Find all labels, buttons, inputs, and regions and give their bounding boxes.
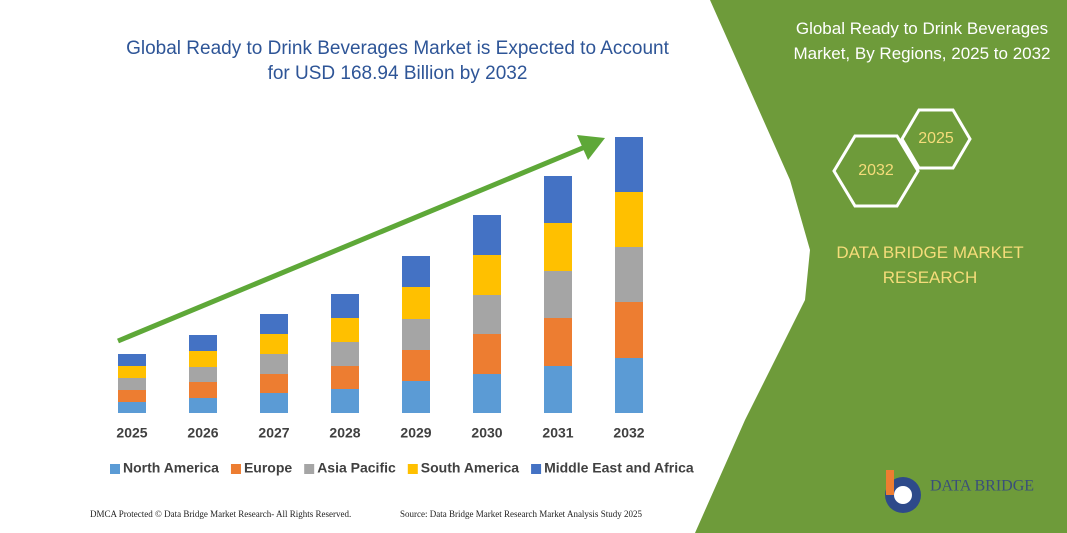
bar-segment (331, 342, 359, 366)
x-tick-label: 2029 (400, 425, 431, 441)
logo-mark (886, 470, 894, 495)
bar-segment (544, 318, 572, 366)
bar-segment (189, 367, 217, 382)
bar-segment (118, 366, 146, 378)
x-tick-label: 2028 (329, 425, 360, 441)
bar-segment (331, 318, 359, 342)
bar-segment (402, 256, 430, 287)
bar-segment (118, 354, 146, 366)
x-tick-label: 2030 (471, 425, 502, 441)
bar-segment (615, 358, 643, 413)
legend-label: Europe (244, 460, 292, 476)
bar-segment (473, 215, 501, 255)
bar-segment (189, 351, 217, 367)
bar-segment (260, 334, 288, 354)
side-panel (695, 0, 1067, 533)
legend-label: Asia Pacific (317, 460, 396, 476)
legend-swatch (304, 464, 315, 474)
bar-segment (615, 247, 643, 302)
arrow-head (577, 135, 605, 160)
bar-segment (544, 176, 572, 223)
bar-segment (473, 295, 501, 334)
bar-segment (473, 255, 501, 295)
legend-swatch (407, 464, 418, 474)
bar-segment (331, 389, 359, 413)
bar-segment (402, 350, 430, 381)
bar-segment (402, 381, 430, 413)
x-tick-label: 2026 (187, 425, 218, 441)
bar-segment (118, 378, 146, 390)
bar-segment (260, 314, 288, 334)
legend-swatch (230, 464, 241, 474)
bar-segment (544, 271, 572, 318)
panel-title: Global Ready to Drink Beverages Market, … (793, 19, 1051, 63)
bar-segment (615, 192, 643, 247)
brand: DATA BRIDGE MARKET RESEARCH (836, 243, 1024, 287)
bar-segment (260, 374, 288, 393)
bar-segment (473, 334, 501, 374)
bar-segment (331, 366, 359, 389)
footer-left: DMCA Protected © Data Bridge Market Rese… (90, 509, 351, 519)
chart-title: Global Ready to Drink Beverages Market i… (126, 38, 669, 84)
x-tick-label: 2025 (116, 425, 147, 441)
legend-label: South America (421, 460, 519, 476)
bar-segment (402, 319, 430, 350)
bar-segment (331, 294, 359, 318)
footer-right: Source: Data Bridge Market Research Mark… (400, 509, 642, 519)
x-tick-label: 2027 (258, 425, 289, 441)
x-tick-label: 2031 (542, 425, 573, 441)
legend-swatch (110, 464, 120, 474)
hexagon (832, 134, 920, 208)
logo-mark (894, 486, 912, 504)
bar-segment (544, 223, 572, 271)
bar-segment (260, 393, 288, 413)
hex-label: 2032 (858, 162, 894, 179)
bar-segment (615, 302, 643, 358)
legend-label: Middle East and Africa (544, 460, 694, 476)
legend-label: North America (123, 460, 219, 476)
trend-arrow (117, 144, 586, 344)
bar-segment (118, 390, 146, 402)
bar-segment (189, 398, 217, 413)
bar-segment (118, 402, 146, 413)
bar-segment (260, 354, 288, 374)
bar-segment (473, 374, 501, 413)
bar-segment (544, 366, 572, 413)
bar-segment (402, 287, 430, 319)
bar-segment (189, 382, 217, 398)
bar-segment (189, 335, 217, 351)
hexagon (900, 108, 972, 170)
x-tick-label: 2032 (613, 425, 644, 441)
hex-label: 2025 (918, 130, 954, 147)
logo-text: DATA BRIDGE (930, 478, 1034, 495)
bar-segment (615, 137, 643, 192)
legend-swatch (531, 464, 542, 474)
